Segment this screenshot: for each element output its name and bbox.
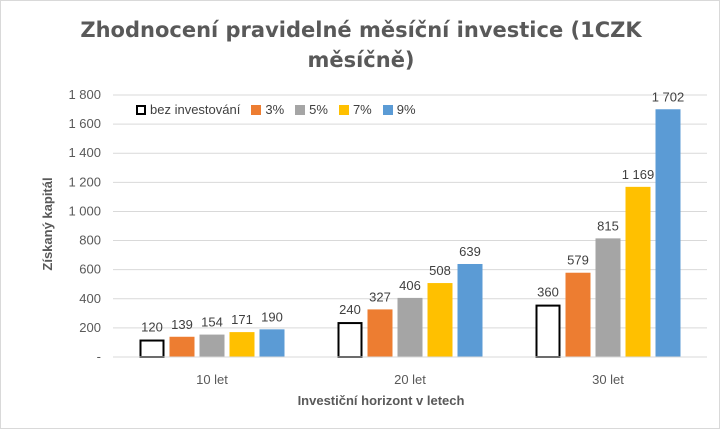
chart-title-line-1: Zhodnocení pravidelné měsíční investice … [80,18,642,42]
bar [655,109,681,358]
bar [595,238,621,357]
data-label: 1 169 [622,167,655,182]
chart-title: Zhodnocení pravidelné měsíční investice … [61,15,661,75]
data-label: 639 [459,244,481,259]
y-tick-label: 1 200 [68,174,101,189]
data-label: 406 [399,278,421,293]
legend-label: 7% [352,102,372,117]
legend-item: 5% [295,102,328,117]
legend-label: 3% [265,102,285,117]
x-tick-label: 10 let [196,372,228,387]
bar [397,297,423,357]
y-tick-label: 1 600 [68,116,101,131]
legend-label: 9% [396,102,416,117]
chart-legend: bez investování 3% 5% 7% 9% [136,102,427,117]
y-tick-label: 200 [79,320,101,335]
legend-label: 5% [309,102,328,117]
data-label: 1 702 [652,89,685,104]
x-tick-label: 30 let [592,372,624,387]
data-label: 360 [537,285,559,300]
y-tick-label: 1 800 [68,87,101,102]
legend-swatch [338,104,349,115]
legend-swatch [251,104,262,115]
data-label: 240 [339,302,361,317]
legend-swatch [136,104,146,115]
bar [139,339,165,358]
y-tick-label: 1 400 [68,145,101,160]
bar [259,329,285,357]
y-tick-label: - [97,349,101,364]
bar [199,334,225,357]
legend-label: bez investování [150,102,241,117]
data-label: 579 [567,253,589,268]
bar [565,272,591,357]
legend-swatch [382,104,393,115]
bar [229,332,255,357]
y-tick-label: 1 000 [68,203,101,218]
legend-swatch [295,104,306,115]
x-axis-title: Investiční horizont v letech [298,393,465,408]
data-label: 327 [369,289,391,304]
data-label: 190 [261,309,283,324]
data-label: 139 [171,317,193,332]
bar [625,186,651,357]
bar [427,283,453,357]
data-label: 171 [231,312,253,327]
y-axis-title: Získaný kapitál [40,177,55,270]
y-tick-label: 400 [79,291,101,306]
y-tick-label: 600 [79,262,101,277]
legend-item: bez investování [136,102,240,117]
data-label: 120 [141,320,163,335]
y-tick-label: 800 [79,233,101,248]
bar [169,336,195,357]
legend-item: 3% [251,102,284,117]
x-tick-label: 20 let [394,372,426,387]
bar [337,322,363,359]
bar [457,263,483,357]
bar [367,309,393,357]
bar [535,304,561,359]
data-label: 815 [597,218,619,233]
legend-item: 7% [338,102,372,117]
chart-title-line-2: měsíčně) [307,48,415,72]
data-label: 508 [429,263,451,278]
legend-item: 9% [382,102,416,117]
data-label: 154 [201,315,223,330]
